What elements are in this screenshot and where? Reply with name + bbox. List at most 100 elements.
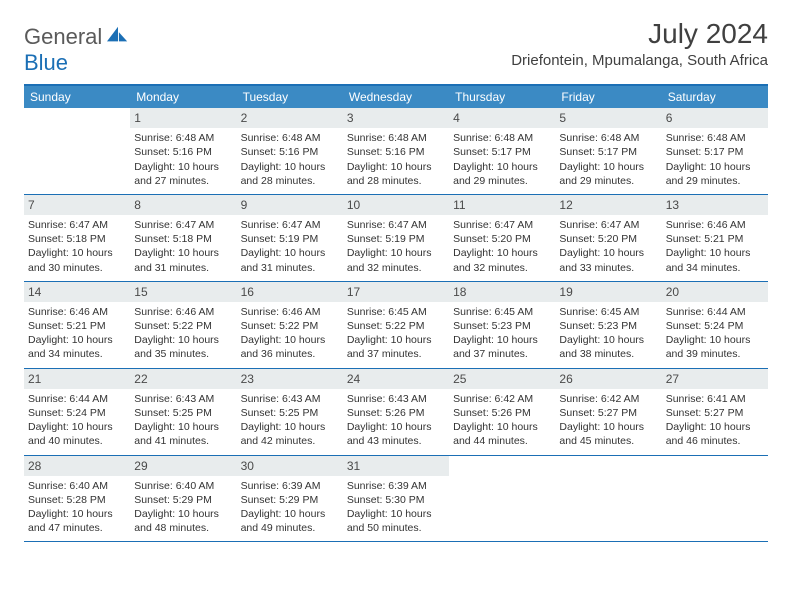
sunset-line: Sunset: 5:20 PM xyxy=(559,232,657,246)
logo-word2: Blue xyxy=(24,50,68,75)
daylight-line: Daylight: 10 hours and 46 minutes. xyxy=(666,420,764,448)
sunset-line: Sunset: 5:25 PM xyxy=(134,406,232,420)
sunrise-line: Sunrise: 6:48 AM xyxy=(453,131,551,145)
calendar-day-cell: 28Sunrise: 6:40 AMSunset: 5:28 PMDayligh… xyxy=(24,455,130,542)
weekday-header: Saturday xyxy=(662,85,768,108)
sunrise-line: Sunrise: 6:46 AM xyxy=(134,305,232,319)
daylight-line: Daylight: 10 hours and 37 minutes. xyxy=(347,333,445,361)
day-number: 12 xyxy=(555,195,661,215)
sunset-line: Sunset: 5:30 PM xyxy=(347,493,445,507)
daylight-line: Daylight: 10 hours and 42 minutes. xyxy=(241,420,339,448)
calendar-day-cell: 27Sunrise: 6:41 AMSunset: 5:27 PMDayligh… xyxy=(662,368,768,455)
daylight-line: Daylight: 10 hours and 29 minutes. xyxy=(453,160,551,188)
daylight-line: Daylight: 10 hours and 47 minutes. xyxy=(28,507,126,535)
calendar-day-cell: 3Sunrise: 6:48 AMSunset: 5:16 PMDaylight… xyxy=(343,108,449,194)
weekday-header: Tuesday xyxy=(237,85,343,108)
calendar-day-cell: 5Sunrise: 6:48 AMSunset: 5:17 PMDaylight… xyxy=(555,108,661,194)
calendar-week-row: 14Sunrise: 6:46 AMSunset: 5:21 PMDayligh… xyxy=(24,281,768,368)
day-number: 24 xyxy=(343,369,449,389)
daylight-line: Daylight: 10 hours and 27 minutes. xyxy=(134,160,232,188)
calendar-week-row: 7Sunrise: 6:47 AMSunset: 5:18 PMDaylight… xyxy=(24,194,768,281)
daylight-line: Daylight: 10 hours and 33 minutes. xyxy=(559,246,657,274)
calendar-day-cell: 2Sunrise: 6:48 AMSunset: 5:16 PMDaylight… xyxy=(237,108,343,194)
sunrise-line: Sunrise: 6:47 AM xyxy=(28,218,126,232)
sail-icon xyxy=(107,26,129,44)
sunrise-line: Sunrise: 6:48 AM xyxy=(559,131,657,145)
calendar-day-cell xyxy=(24,108,130,194)
calendar-day-cell: 7Sunrise: 6:47 AMSunset: 5:18 PMDaylight… xyxy=(24,194,130,281)
calendar-week-row: 1Sunrise: 6:48 AMSunset: 5:16 PMDaylight… xyxy=(24,108,768,194)
calendar-day-cell: 30Sunrise: 6:39 AMSunset: 5:29 PMDayligh… xyxy=(237,455,343,542)
sunrise-line: Sunrise: 6:45 AM xyxy=(347,305,445,319)
calendar-day-cell: 17Sunrise: 6:45 AMSunset: 5:22 PMDayligh… xyxy=(343,281,449,368)
calendar-day-cell: 16Sunrise: 6:46 AMSunset: 5:22 PMDayligh… xyxy=(237,281,343,368)
daylight-line: Daylight: 10 hours and 45 minutes. xyxy=(559,420,657,448)
day-number: 20 xyxy=(662,282,768,302)
daylight-line: Daylight: 10 hours and 29 minutes. xyxy=(666,160,764,188)
sunset-line: Sunset: 5:17 PM xyxy=(559,145,657,159)
sunrise-line: Sunrise: 6:42 AM xyxy=(453,392,551,406)
sunset-line: Sunset: 5:27 PM xyxy=(666,406,764,420)
sunrise-line: Sunrise: 6:39 AM xyxy=(241,479,339,493)
sunrise-line: Sunrise: 6:46 AM xyxy=(28,305,126,319)
sunrise-line: Sunrise: 6:40 AM xyxy=(134,479,232,493)
daylight-line: Daylight: 10 hours and 48 minutes. xyxy=(134,507,232,535)
calendar-week-row: 28Sunrise: 6:40 AMSunset: 5:28 PMDayligh… xyxy=(24,455,768,542)
calendar-table: SundayMondayTuesdayWednesdayThursdayFrid… xyxy=(24,84,768,542)
sunset-line: Sunset: 5:16 PM xyxy=(347,145,445,159)
day-number: 16 xyxy=(237,282,343,302)
daylight-line: Daylight: 10 hours and 43 minutes. xyxy=(347,420,445,448)
calendar-body: 1Sunrise: 6:48 AMSunset: 5:16 PMDaylight… xyxy=(24,108,768,542)
day-number: 18 xyxy=(449,282,555,302)
day-number: 13 xyxy=(662,195,768,215)
sunrise-line: Sunrise: 6:48 AM xyxy=(241,131,339,145)
day-number: 31 xyxy=(343,456,449,476)
calendar-day-cell: 11Sunrise: 6:47 AMSunset: 5:20 PMDayligh… xyxy=(449,194,555,281)
daylight-line: Daylight: 10 hours and 38 minutes. xyxy=(559,333,657,361)
sunrise-line: Sunrise: 6:39 AM xyxy=(347,479,445,493)
sunset-line: Sunset: 5:19 PM xyxy=(241,232,339,246)
sunrise-line: Sunrise: 6:40 AM xyxy=(28,479,126,493)
sunrise-line: Sunrise: 6:41 AM xyxy=(666,392,764,406)
sunset-line: Sunset: 5:28 PM xyxy=(28,493,126,507)
header: General Blue July 2024 Driefontein, Mpum… xyxy=(24,18,768,76)
sunset-line: Sunset: 5:22 PM xyxy=(347,319,445,333)
logo-word1: General xyxy=(24,24,102,49)
calendar-day-cell: 25 Sunrise: 6:42 AMSunset: 5:26 PMDayligh… xyxy=(449,368,555,455)
daylight-line: Daylight: 10 hours and 31 minutes. xyxy=(241,246,339,274)
daylight-line: Daylight: 10 hours and 39 minutes. xyxy=(666,333,764,361)
calendar-day-cell: 29Sunrise: 6:40 AMSunset: 5:29 PMDayligh… xyxy=(130,455,236,542)
calendar-day-cell: 13Sunrise: 6:46 AMSunset: 5:21 PMDayligh… xyxy=(662,194,768,281)
sunset-line: Sunset: 5:26 PM xyxy=(453,406,551,420)
day-number: 25 xyxy=(449,369,555,389)
weekday-header: Thursday xyxy=(449,85,555,108)
sunset-line: Sunset: 5:16 PM xyxy=(241,145,339,159)
daylight-line: Daylight: 10 hours and 44 minutes. xyxy=(453,420,551,448)
calendar-day-cell: 12Sunrise: 6:47 AMSunset: 5:20 PMDayligh… xyxy=(555,194,661,281)
daylight-line: Daylight: 10 hours and 35 minutes. xyxy=(134,333,232,361)
daylight-line: Daylight: 10 hours and 50 minutes. xyxy=(347,507,445,535)
sunrise-line: Sunrise: 6:47 AM xyxy=(134,218,232,232)
calendar-day-cell: 4Sunrise: 6:48 AMSunset: 5:17 PMDaylight… xyxy=(449,108,555,194)
day-number: 4 xyxy=(449,108,555,128)
daylight-line: Daylight: 10 hours and 28 minutes. xyxy=(347,160,445,188)
day-number: 6 xyxy=(662,108,768,128)
calendar-day-cell: 10Sunrise: 6:47 AMSunset: 5:19 PMDayligh… xyxy=(343,194,449,281)
daylight-line: Daylight: 10 hours and 49 minutes. xyxy=(241,507,339,535)
sunset-line: Sunset: 5:29 PM xyxy=(241,493,339,507)
sunset-line: Sunset: 5:29 PM xyxy=(134,493,232,507)
sunset-line: Sunset: 5:24 PM xyxy=(666,319,764,333)
sunset-line: Sunset: 5:21 PM xyxy=(28,319,126,333)
calendar-day-cell: 19Sunrise: 6:45 AMSunset: 5:23 PMDayligh… xyxy=(555,281,661,368)
daylight-line: Daylight: 10 hours and 32 minutes. xyxy=(347,246,445,274)
sunset-line: Sunset: 5:27 PM xyxy=(559,406,657,420)
weekday-header: Friday xyxy=(555,85,661,108)
sunrise-line: Sunrise: 6:46 AM xyxy=(241,305,339,319)
sunrise-line: Sunrise: 6:47 AM xyxy=(347,218,445,232)
sunrise-line: Sunrise: 6:43 AM xyxy=(241,392,339,406)
day-number: 19 xyxy=(555,282,661,302)
sunset-line: Sunset: 5:16 PM xyxy=(134,145,232,159)
calendar-day-cell: 6Sunrise: 6:48 AMSunset: 5:17 PMDaylight… xyxy=(662,108,768,194)
daylight-line: Daylight: 10 hours and 40 minutes. xyxy=(28,420,126,448)
logo-text: General Blue xyxy=(24,24,129,76)
